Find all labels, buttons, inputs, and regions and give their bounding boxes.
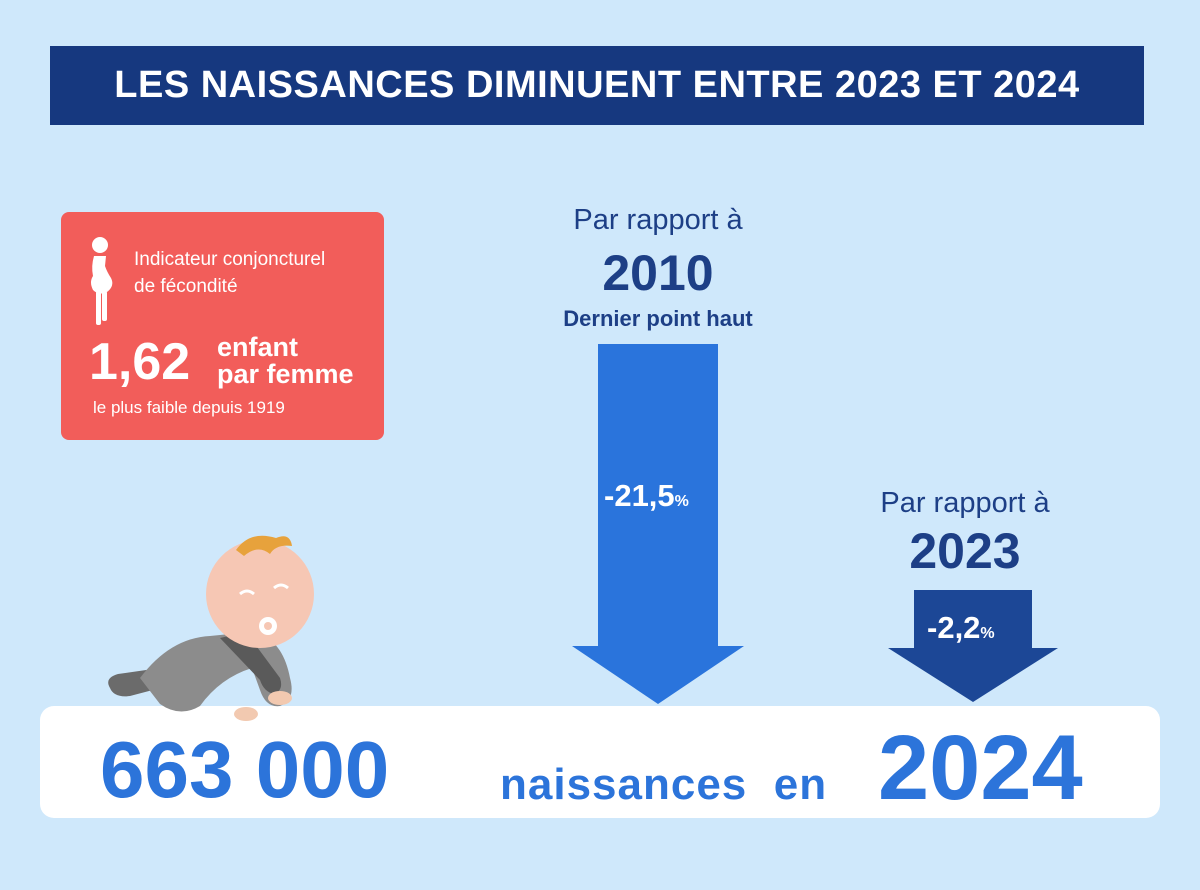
compare-2023-caption: Par rapport à (880, 487, 1050, 519)
indicator-label-line2: de fécondité (134, 276, 238, 297)
fertility-note: le plus faible depuis 1919 (93, 398, 285, 417)
compare-2023-year: 2023 (909, 523, 1021, 579)
title-banner: LES NAISSANCES DIMINUENT ENTRE 2023 ET 2… (50, 46, 1144, 125)
change-2010-percent: % (674, 493, 689, 510)
fertility-unit: enfant par femme (217, 334, 354, 388)
fertility-value: 1,62 (89, 333, 191, 391)
indicator-label: Indicateur conjoncturel de fécondité (134, 246, 374, 300)
down-arrow-2023 (888, 590, 1058, 702)
compare-2010-year: 2010 (602, 245, 714, 301)
change-2010: -21,5% (604, 478, 689, 514)
compare-2010-caption: Par rapport à (573, 204, 743, 236)
births-label: naissances en (500, 760, 828, 809)
change-2010-value: -21,5 (604, 478, 675, 513)
fertility-card: Indicateur conjoncturel de fécondité 1,6… (61, 212, 384, 440)
pregnant-woman-icon (91, 237, 113, 325)
births-band (40, 706, 1160, 818)
fertility-unit-line2: par femme (217, 359, 354, 389)
change-2023-percent: % (980, 625, 995, 642)
births-count: 663 000 (100, 725, 390, 814)
indicator-label-line1: Indicateur conjoncturel (134, 249, 326, 270)
change-2023-value: -2,2 (927, 610, 981, 645)
fertility-unit-line1: enfant (217, 332, 298, 362)
compare-2010-subcaption: Dernier point haut (563, 306, 753, 331)
crawling-baby-icon (108, 535, 314, 721)
change-2023: -2,2% (927, 610, 995, 646)
births-year: 2024 (878, 717, 1083, 819)
down-arrow-2010 (572, 344, 744, 704)
page-title: LES NAISSANCES DIMINUENT ENTRE 2023 ET 2… (114, 64, 1080, 106)
